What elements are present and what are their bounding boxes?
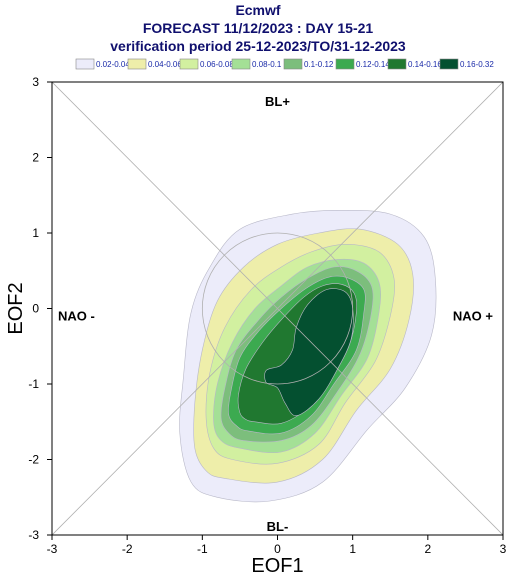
diagonal-line-2	[52, 82, 503, 535]
x-tick-label: -3	[47, 542, 58, 556]
y-tick-label: -3	[28, 528, 39, 542]
x-tick-label: 3	[500, 542, 507, 556]
legend-label-3: 0.06-0.08	[200, 60, 234, 69]
plot-area: -3 -2 -1 0 1 2 3 -3 -2 -1 0 1 2 3 BL+ BL- NAO - NAO +…	[5, 75, 507, 577]
y-tick-label: -2	[28, 453, 39, 467]
y-tick-label: -1	[28, 377, 39, 391]
legend-swatch-2	[127, 58, 147, 70]
chart-title-line-3: verification period 25-12-2023/TO/31-12-…	[110, 38, 406, 54]
legend-swatch-6	[335, 58, 355, 70]
regime-labels: BL+ BL- NAO - NAO +	[58, 94, 493, 534]
legend-swatch-1	[75, 58, 95, 70]
x-tick-label: 2	[424, 542, 431, 556]
legend-label-2: 0.04-0.06	[148, 60, 182, 69]
y-tick-label: 1	[32, 226, 39, 240]
regime-label-bottom: BL-	[267, 519, 289, 534]
chart-title-line-2: FORECAST 11/12/2023 : DAY 15-21	[142, 20, 374, 36]
x-axis-label: EOF1	[251, 555, 303, 577]
legend: 0.02-0.04 0.04-0.06 0.06-0.08 0.08-0.1 0.1-0…	[75, 58, 494, 70]
legend-label-1: 0.02-0.04	[96, 60, 130, 69]
y-tick-label: 3	[32, 75, 39, 89]
legend-swatch-3	[179, 58, 199, 70]
regime-label-top: BL+	[265, 94, 290, 109]
contour-level-8	[264, 288, 354, 417]
legend-label-5: 0.1-0.12	[304, 60, 334, 69]
guide-lines	[52, 82, 503, 535]
regime-label-right: NAO +	[453, 309, 494, 324]
legend-label-7: 0.14-0.16	[408, 60, 442, 69]
legend-label-4: 0.08-0.1	[252, 60, 282, 69]
legend-swatch-8	[439, 58, 459, 70]
legend-label-6: 0.12-0.14	[356, 60, 390, 69]
legend-label-8: 0.16-0.32	[460, 60, 494, 69]
legend-swatch-4	[231, 58, 251, 70]
x-tick-label: -1	[197, 542, 208, 556]
y-tick-label: 0	[32, 302, 39, 316]
axis-ticks: -3 -2 -1 0 1 2 3 -3 -2 -1 0 1 2 3	[28, 75, 506, 556]
chart-title-line-1: Ecmwf	[235, 2, 281, 18]
legend-swatch-5	[283, 58, 303, 70]
y-tick-label: 2	[32, 151, 39, 165]
y-axis-label: EOF2	[5, 282, 27, 334]
density-contours	[179, 209, 437, 503]
regime-label-left: NAO -	[58, 309, 95, 324]
x-tick-label: 1	[349, 542, 356, 556]
x-tick-label: -2	[122, 542, 133, 556]
reference-circle	[201, 232, 354, 385]
legend-swatch-7	[387, 58, 407, 70]
x-tick-label: 0	[274, 542, 281, 556]
